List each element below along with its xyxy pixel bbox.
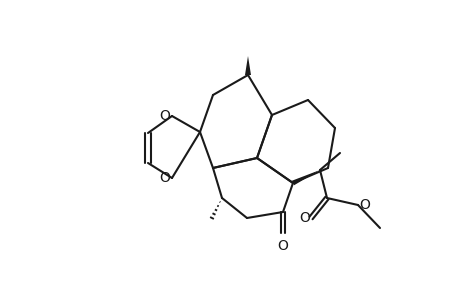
- Text: O: O: [159, 109, 170, 123]
- Polygon shape: [291, 170, 319, 185]
- Text: O: O: [159, 171, 170, 185]
- Text: O: O: [277, 239, 288, 253]
- Polygon shape: [245, 56, 251, 75]
- Text: O: O: [359, 198, 369, 212]
- Text: O: O: [299, 211, 310, 225]
